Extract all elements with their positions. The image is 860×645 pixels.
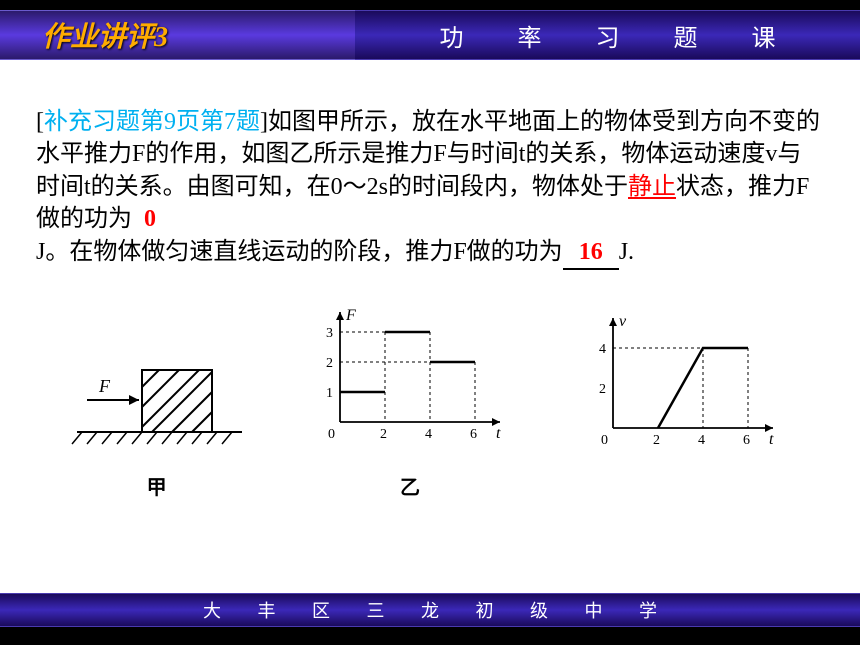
answer-3: 16 [563,236,619,270]
slide-stage: 作业讲评3 功 率 习 题 课 [补充习题第9页第7题]如图甲所示，放在水平地面… [0,0,860,645]
svg-text:6: 6 [470,427,477,442]
svg-text:v: v [619,313,627,330]
svg-text:4: 4 [599,342,606,357]
figure-3: v t 0 2 4 2 4 6 [573,308,793,500]
black-strip-bottom [0,627,860,645]
svg-text:0: 0 [328,427,335,442]
question-text: [补充习题第9页第7题]如图甲所示，放在水平地面上的物体受到方向不变的水平推力F… [36,106,824,270]
figure-2: F t 0 1 2 3 2 4 6 [300,302,520,500]
figure-3-svg: v t 0 2 4 2 4 6 [573,308,793,468]
footer-bar: 大 丰 区 三 龙 初 级 中 学 [0,593,860,627]
figure-1-svg: F [67,332,247,462]
svg-text:t: t [496,425,501,442]
answer-1: 静止 [628,174,676,200]
answer-2: 0 [144,206,156,232]
svg-text:2: 2 [599,382,606,397]
figure-2-svg: F t 0 1 2 3 2 4 6 [300,302,520,462]
svg-text:3: 3 [326,326,333,341]
figure-1-label: 甲 [67,471,247,500]
svg-text:F: F [345,307,356,324]
text-3: J。在物体做匀速直线运动的阶段，推力F做的功为 [36,239,563,265]
lesson-title: 功 率 习 题 课 [355,10,860,60]
figure-3-label [573,477,793,500]
school-name: 大 丰 区 三 龙 初 级 中 学 [203,597,673,623]
svg-text:2: 2 [326,356,333,371]
svg-text:6: 6 [743,433,750,448]
text-4: J. [619,239,634,265]
svg-text:2: 2 [653,433,660,448]
svg-text:0: 0 [601,433,608,448]
black-strip-top [0,0,860,10]
svg-text:4: 4 [425,427,432,442]
header-bar: 作业讲评3 功 率 习 题 课 [0,10,860,60]
svg-text:4: 4 [698,433,705,448]
source-label: 补充习题第9页第7题 [44,109,260,135]
figure-2-label: 乙 [300,471,520,500]
figures-row: F 甲 F t 0 1 2 3 [40,310,820,500]
svg-text:t: t [769,431,774,448]
slide-title: 作业讲评3 [0,10,355,60]
svg-text:1: 1 [326,386,333,401]
figure-1: F 甲 [67,332,247,500]
force-label: F [98,376,111,396]
svg-text:2: 2 [380,427,387,442]
